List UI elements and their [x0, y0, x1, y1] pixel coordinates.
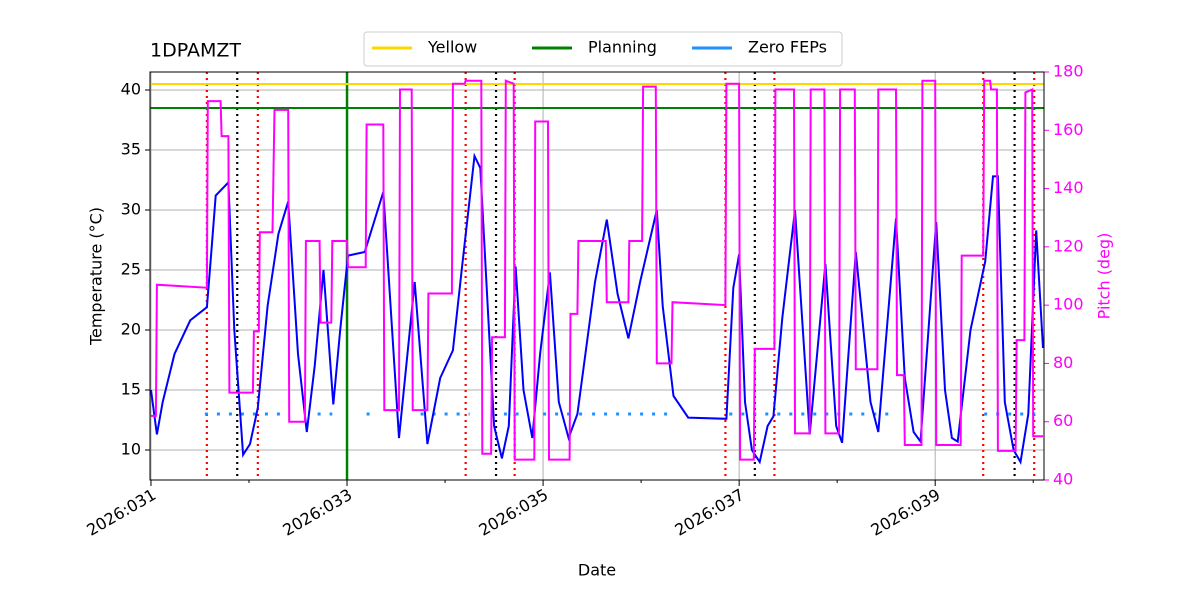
y2-axis-label: Pitch (deg) — [1095, 233, 1114, 320]
legend-label: Yellow — [427, 38, 477, 57]
legend-label: Planning — [588, 38, 657, 57]
y2-tick-label: 140 — [1053, 178, 1084, 197]
y-tick-label: 25 — [121, 260, 141, 279]
plot-frame — [149, 71, 1045, 481]
plot — [150, 72, 1044, 480]
x-axis-label: Date — [578, 561, 616, 580]
y2-tick-label: 160 — [1053, 120, 1084, 139]
x-tick-label: 2026:039 — [868, 485, 944, 540]
series-line — [150, 152, 1044, 465]
y2-tick-label: 100 — [1053, 295, 1084, 314]
y-tick-label: 40 — [121, 80, 141, 99]
y2-tick-label: 60 — [1053, 411, 1073, 430]
x-tick-label: 2026:035 — [475, 485, 551, 540]
series-line — [151, 79, 1043, 461]
y-tick-label: 35 — [121, 140, 141, 159]
legend-box — [363, 31, 843, 67]
y2-tick-label: 40 — [1053, 470, 1073, 489]
y-tick-label: 15 — [121, 380, 141, 399]
y2-tick-label: 180 — [1053, 62, 1084, 81]
y2-tick-label: 80 — [1053, 353, 1073, 372]
legend-label: Zero FEPs — [748, 38, 827, 57]
chart-title: 1DPAMZT — [150, 40, 241, 62]
y-tick-label: 10 — [121, 440, 141, 459]
x-tick-label: 2026:033 — [279, 485, 355, 540]
y-axis-label: Temperature (°C) — [87, 207, 106, 346]
y-tick-label: 20 — [121, 320, 141, 339]
x-tick-label: 2026:031 — [83, 485, 159, 540]
y-tick-label: 30 — [121, 200, 141, 219]
x-tick-label: 2026:037 — [672, 485, 748, 540]
y2-tick-label: 120 — [1053, 236, 1084, 255]
